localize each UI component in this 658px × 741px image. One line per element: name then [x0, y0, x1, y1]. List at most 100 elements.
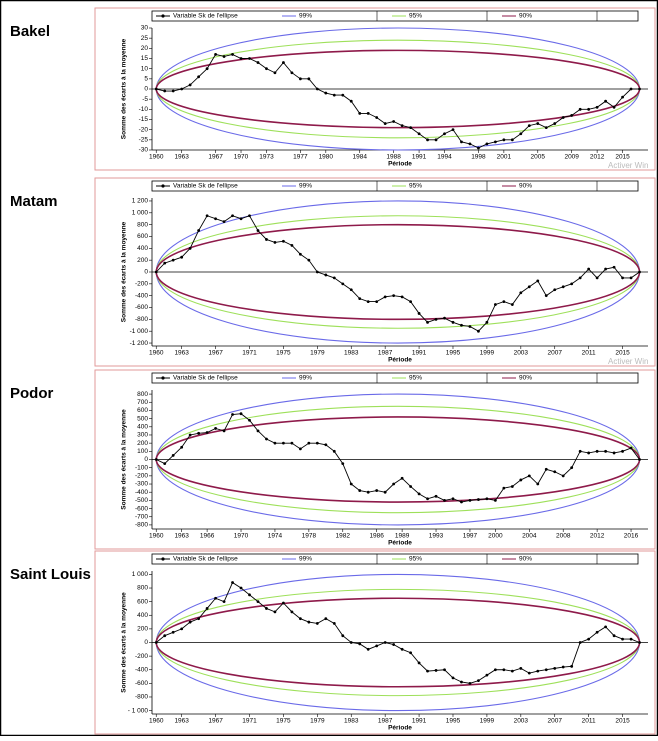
sk-point [332, 93, 336, 97]
x-tick-label: 2007 [548, 718, 563, 725]
sk-point [400, 476, 404, 480]
x-tick-label: 1998 [471, 154, 486, 161]
sk-point [349, 99, 353, 103]
sk-point [239, 412, 243, 416]
x-tick-label: 2009 [564, 154, 579, 161]
sk-point [341, 634, 345, 638]
sk-point [231, 413, 234, 416]
x-tick-label: 1982 [336, 533, 351, 540]
legend-label: 90% [519, 556, 532, 563]
x-tick-label: 1995 [446, 350, 461, 357]
legend-label: 99% [299, 183, 312, 190]
y-tick-label: -600 [135, 304, 148, 311]
legend: Variable Sk de l'ellipse 99% 95% 90% [151, 10, 639, 22]
sk-point [638, 641, 641, 644]
sk-point [527, 671, 531, 675]
y-tick-label: 800 [137, 221, 148, 228]
sk-point [553, 470, 557, 474]
sk-point [604, 99, 608, 103]
sk-point [366, 490, 370, 494]
y-tick-label: -600 [135, 505, 148, 512]
sk-point [451, 676, 455, 680]
sk-point [587, 267, 591, 271]
sk-point [485, 320, 489, 324]
sk-point [502, 486, 506, 490]
sk-point [477, 498, 480, 501]
sk-point [460, 680, 463, 684]
x-tick-label: 2011 [582, 350, 596, 357]
x-tick-label: 1973 [259, 154, 274, 161]
x-tick-label: 1997 [463, 533, 478, 540]
y-tick-label: -400 [135, 666, 148, 673]
x-tick-label: 2012 [590, 154, 605, 161]
x-tick-label: 1971 [242, 718, 257, 725]
sk-point [349, 288, 353, 292]
sk-point [341, 282, 345, 286]
sk-point [188, 83, 192, 87]
sk-point [324, 273, 328, 277]
x-tick-label: 1989 [395, 533, 410, 540]
panel-frame [94, 177, 656, 367]
sk-point [290, 610, 294, 614]
sk-point [578, 107, 582, 111]
sk-point [434, 494, 438, 498]
sk-point [163, 89, 167, 93]
sk-point [409, 300, 412, 303]
sk-point [273, 71, 277, 75]
sk-point [366, 112, 370, 115]
y-tick-label: 500 [137, 415, 148, 422]
y-tick-label: 400 [137, 612, 148, 619]
y-tick-label: -15 [139, 116, 149, 123]
x-axis-label: Période [388, 357, 412, 364]
sk-point [307, 441, 311, 445]
sk-point [392, 294, 396, 298]
sk-point [265, 238, 268, 241]
y-tick-label: -1 200 [130, 340, 149, 347]
y-tick-label: 20 [141, 45, 149, 52]
sk-point [519, 132, 523, 136]
sk-point [265, 437, 268, 441]
sk-point [519, 666, 523, 670]
chart: Podor Variable Sk de l'ellipse 99% 95% 90% -8… [10, 369, 656, 550]
sk-point [417, 312, 421, 315]
sk-point [315, 622, 319, 625]
sk-point [493, 498, 497, 502]
sk-point [468, 681, 472, 685]
legend-label: Variable Sk de l'ellipse [173, 556, 238, 563]
sk-point [231, 214, 234, 218]
sk-point [171, 630, 175, 634]
y-tick-label: 400 [137, 245, 148, 252]
legend-marker [161, 557, 165, 561]
sk-point [426, 669, 429, 673]
sk-point [315, 270, 319, 274]
x-tick-label: 1983 [344, 350, 359, 357]
x-tick-label: 1991 [412, 718, 427, 725]
watermark: Activer Win [608, 161, 648, 170]
legend-label: 95% [409, 183, 422, 190]
sk-point [434, 317, 438, 321]
sk-point [341, 462, 345, 465]
sk-point [315, 441, 319, 445]
sk-point [595, 105, 599, 109]
legend-label: 95% [409, 556, 422, 563]
sk-point [612, 451, 616, 455]
sk-point [570, 114, 574, 117]
sk-point [307, 620, 311, 624]
y-tick-label: 1 200 [132, 198, 149, 205]
y-tick-label: -200 [135, 653, 148, 660]
watermark: Activer Win [608, 357, 648, 366]
sk-point [604, 449, 608, 453]
legend-marker [161, 184, 165, 188]
sk-point [383, 295, 387, 299]
sk-point [578, 641, 582, 644]
y-tick-label: 200 [137, 257, 148, 264]
sk-line [156, 53, 640, 149]
sk-point [171, 258, 175, 262]
sk-point [188, 246, 192, 250]
sk-point [426, 320, 429, 324]
sk-point [536, 122, 540, 125]
y-tick-label: -10 [139, 106, 149, 113]
y-tick-label: 100 [137, 448, 148, 455]
x-tick-label: 1993 [429, 533, 444, 540]
